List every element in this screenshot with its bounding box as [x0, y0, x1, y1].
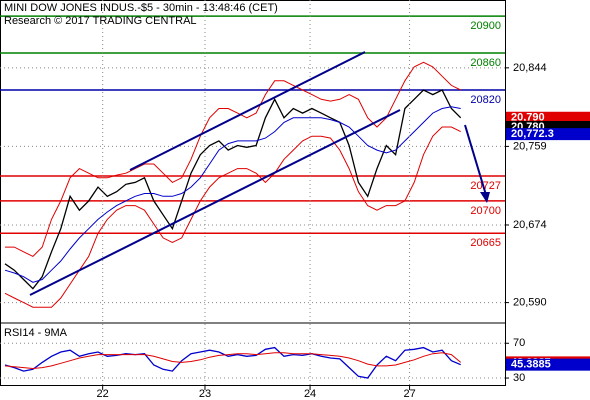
series-line — [4, 352, 462, 370]
price-label-box — [506, 111, 590, 124]
level-label: 20820 — [470, 94, 501, 106]
y-tick-label: 20,590 — [513, 296, 547, 308]
y-tick-label: 20,674 — [513, 219, 547, 231]
price-label-box — [506, 358, 590, 371]
level-label: 20900 — [470, 20, 501, 32]
x-tick-label: 27 — [403, 388, 415, 400]
x-tick-label: 22 — [97, 388, 109, 400]
arrow-head — [480, 192, 490, 203]
channel-lower — [29, 109, 401, 296]
y-tick-label: 70 — [513, 337, 525, 349]
channel-upper — [129, 51, 366, 171]
rsi-title: RSI14 - 9MA — [4, 327, 68, 339]
projection-arrow — [464, 124, 487, 196]
series-line — [4, 346, 461, 379]
y-tick-label: 30 — [513, 372, 525, 384]
price-label: 20,790 — [511, 112, 545, 124]
price-label: 45.3885 — [511, 359, 551, 371]
level-label: 20727 — [470, 180, 501, 192]
y-tick-label: 20,844 — [513, 62, 547, 74]
x-tick-label: 23 — [199, 388, 211, 400]
chart-title: MINI DOW JONES INDUS.-$5 - 30min - 13:48… — [4, 2, 278, 14]
chart-subtitle: Research © 2017 TRADING CENTRAL — [4, 15, 197, 27]
series-line — [4, 106, 461, 283]
plot-frame — [0, 0, 506, 386]
y-tick-label: 20,759 — [513, 140, 547, 152]
price-label: 20,772.3 — [511, 128, 554, 140]
x-tick-label: 24 — [304, 388, 316, 400]
series-line — [4, 89, 462, 290]
level-label: 20860 — [470, 57, 501, 69]
level-label: 20700 — [470, 205, 501, 217]
level-label: 20665 — [470, 237, 501, 249]
series-line — [5, 61, 461, 258]
price-label-box — [506, 128, 590, 141]
series-line — [4, 126, 461, 308]
